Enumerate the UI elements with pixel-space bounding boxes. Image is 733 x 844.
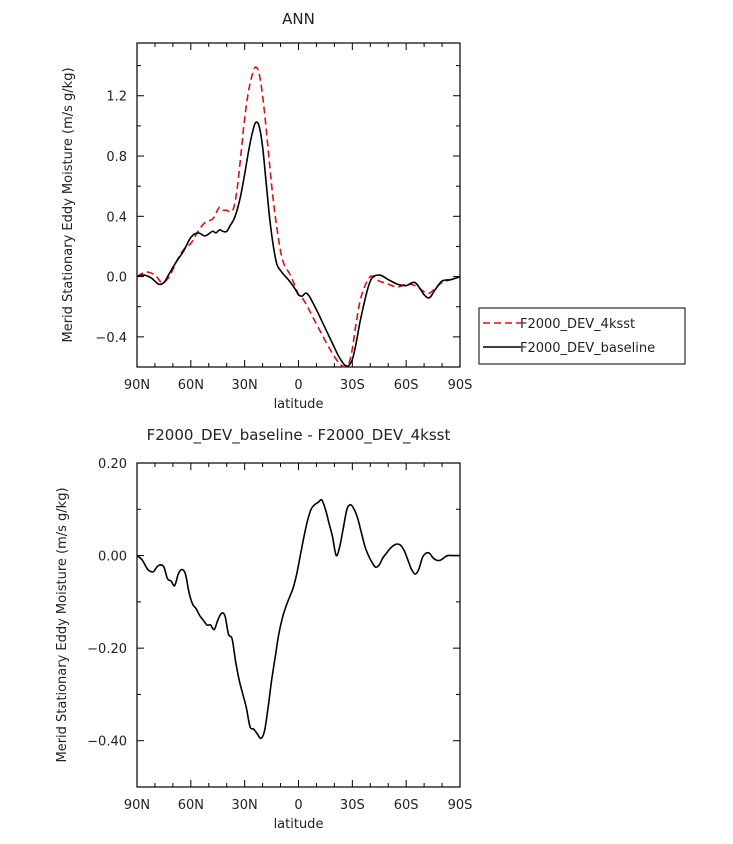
panel-1-x-tick-label: 60S xyxy=(394,378,419,393)
panel-2-chart-title: F2000_DEV_baseline - F2000_DEV_4ksst xyxy=(147,426,451,445)
panel-2-y-tick-label: 0.00 xyxy=(98,550,127,565)
panel-1-y-tick-label: 0.4 xyxy=(106,210,127,225)
panel-2-y-axis-label: Merid Stationary Eddy Moisture (m/s g/kg… xyxy=(55,487,70,762)
panel-1-x-tick-label: 90S xyxy=(448,378,473,393)
panel-2-plot-frame xyxy=(136,462,461,788)
panel-2-x-tick-label: 30N xyxy=(232,798,258,813)
panel-1-y-tick-label: 0.0 xyxy=(106,271,127,286)
panel-1-y-axis-label: Merid Stationary Eddy Moisture (m/s g/kg… xyxy=(61,67,76,342)
panel-1-chart-title: ANN xyxy=(282,10,315,28)
panel-1-y-tick-label: −0.4 xyxy=(95,331,127,346)
legend-label: F2000_DEV_4ksst xyxy=(520,317,635,332)
panel-1-series-line-f2000-dev-baseline xyxy=(136,121,461,367)
panel-2-y-tick-label: −0.40 xyxy=(87,735,127,750)
panel-2-x-axis-label: latitude xyxy=(274,817,324,832)
panel-1-y-tick-label: 1.2 xyxy=(106,90,127,105)
panel-2-series-line-difference xyxy=(136,498,460,740)
panel-1-x-tick-label: 30N xyxy=(232,378,258,393)
panel-2-x-tick-label: 90N xyxy=(124,798,150,813)
panel-1-x-tick-label: 90N xyxy=(124,378,150,393)
panel-2-y-tick-label: −0.20 xyxy=(87,642,127,657)
panel-1-x-axis-label: latitude xyxy=(274,397,324,412)
legend-label: F2000_DEV_baseline xyxy=(520,341,655,356)
panel-1-x-tick-label: 0 xyxy=(294,378,302,393)
panel-2-x-tick-label: 0 xyxy=(294,798,302,813)
panel-2-y-tick-label: 0.20 xyxy=(98,457,127,472)
panel-1-x-tick-label: 30S xyxy=(340,378,365,393)
panel-1-plot-frame xyxy=(136,42,461,368)
panel-2-x-tick-label: 60N xyxy=(178,798,204,813)
panel-1-x-tick-label: 60N xyxy=(178,378,204,393)
panel-1-series-line-f2000-dev-4ksst xyxy=(136,66,461,368)
panel-2-x-tick-label: 90S xyxy=(448,798,473,813)
panel-1-y-tick-label: 0.8 xyxy=(106,150,127,165)
legend-box xyxy=(478,307,686,365)
panel-2-x-tick-label: 60S xyxy=(394,798,419,813)
panel-2-x-tick-label: 30S xyxy=(340,798,365,813)
